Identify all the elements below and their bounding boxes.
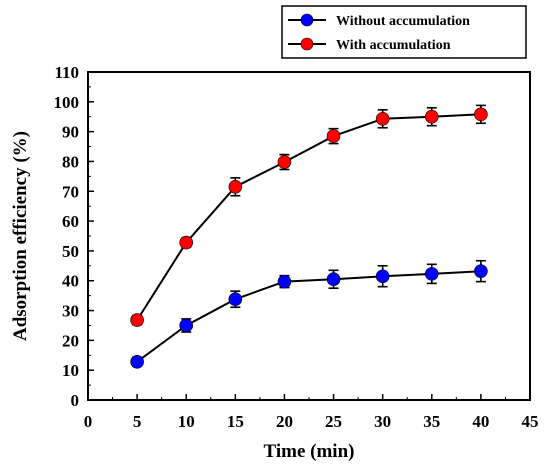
series-without-accumulation [130, 259, 488, 369]
x-tick-label: 45 [522, 412, 539, 431]
data-point [228, 180, 243, 194]
x-tick-label: 20 [276, 412, 293, 431]
y-axis: 0 10 20 30 40 50 60 70 80 90 100 110 [54, 63, 94, 410]
x-tick-label: 10 [178, 412, 195, 431]
x-tick-label: 30 [374, 412, 391, 431]
data-point [326, 129, 341, 143]
data-point [228, 292, 243, 307]
y-tick-label: 60 [62, 212, 79, 231]
x-axis: 0 5 10 15 20 25 30 35 40 45 [84, 394, 539, 431]
series-line-without-accumulation [136, 270, 481, 363]
y-tick-label: 80 [62, 152, 79, 171]
data-point [277, 274, 292, 289]
data-point [277, 155, 292, 169]
data-point [375, 112, 390, 126]
legend-box [281, 5, 527, 59]
data-point [375, 269, 390, 284]
data-point [179, 318, 194, 333]
data-point [130, 313, 144, 327]
x-tick-label: 25 [325, 412, 342, 431]
x-tick-label: 40 [472, 412, 489, 431]
data-point [474, 264, 488, 278]
y-tick-label: 0 [71, 391, 80, 410]
x-tick-label: 0 [84, 412, 93, 431]
y-tick-label: 10 [62, 361, 79, 380]
data-point [130, 355, 144, 369]
data-point [326, 272, 341, 287]
data-point [179, 235, 194, 250]
series-with-accumulation [130, 104, 488, 327]
series-line-with-accumulation [136, 113, 481, 321]
y-tick-label: 30 [62, 302, 79, 321]
y-tick-label: 110 [54, 63, 79, 82]
x-tick-label: 35 [423, 412, 440, 431]
x-tick-label: 5 [133, 412, 142, 431]
legend-label-with-accumulation: With accumulation [336, 38, 451, 53]
legend-marker-with-accumulation [300, 37, 314, 51]
legend-marker-without-accumulation [300, 13, 314, 27]
legend: Without accumulation With accumulation [281, 5, 527, 59]
plot-area [87, 71, 531, 401]
y-tick-label: 90 [62, 123, 79, 142]
data-point [424, 267, 439, 281]
x-axis-title: Time (min) [264, 441, 355, 462]
y-tick-label: 40 [62, 272, 79, 291]
y-tick-label: 100 [54, 93, 80, 112]
plot-frame [87, 71, 531, 401]
data-point [474, 107, 488, 122]
y-tick-label: 50 [62, 242, 79, 261]
y-tick-label: 20 [62, 331, 79, 350]
y-axis-title: Adsorption efficiency (%) [10, 131, 31, 341]
y-tick-label: 70 [62, 182, 79, 201]
legend-label-without-accumulation: Without accumulation [336, 14, 470, 29]
data-point [424, 109, 439, 124]
series-layer [130, 104, 488, 369]
x-tick-label: 15 [227, 412, 244, 431]
